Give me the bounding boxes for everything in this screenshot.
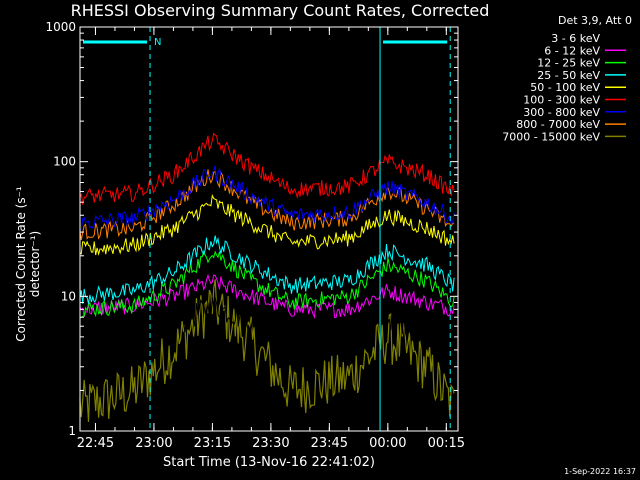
legend-item: 50 - 100 keV — [530, 81, 626, 94]
legend-label: 3 - 6 keV — [551, 32, 600, 45]
night-interval: N — [79, 27, 162, 431]
x-tick-label: 23:45 — [311, 436, 348, 451]
axis-layer: 1 10 100 1000 22:45 23:00 23:15 23:30 23:45 00:00… — [45, 20, 465, 451]
plot-frame — [79, 26, 459, 432]
legend-label: 12 - 25 keV — [537, 57, 600, 70]
legend-item: 300 - 800 keV — [523, 106, 626, 119]
legend-header: Det 3,9, Att 0 — [558, 14, 632, 27]
legend-label: 25 - 50 keV — [537, 69, 600, 82]
x-tick-label: 22:45 — [77, 436, 114, 451]
series-line-100to300keVkev — [79, 132, 455, 205]
x-tick-label: 23:30 — [252, 436, 289, 451]
legend-item: 6 - 12 keV — [544, 44, 626, 57]
legend-label: 50 - 100 keV — [530, 81, 600, 94]
legend-item: 7000 - 15000 keV — [502, 130, 626, 143]
series-line-12to25keVkev — [79, 249, 455, 319]
x-axis-label: Start Time (13-Nov-16 22:41:02) — [163, 455, 375, 470]
x-tick-label: 00:00 — [369, 436, 406, 451]
legend-item: 3 - 6 keV — [551, 32, 626, 45]
series-line-300to800keVkev — [79, 165, 455, 231]
legend-label: 6 - 12 keV — [544, 44, 600, 57]
timestamp: 1-Sep-2022 16:37 — [564, 467, 636, 476]
legend-item: 800 - 7000 keV — [516, 118, 626, 131]
y-tick-label: 1000 — [45, 20, 76, 34]
y-tick-label: 1 — [68, 424, 76, 438]
legend-label: 300 - 800 keV — [523, 106, 600, 119]
series-line-7000to15000keVkev — [79, 279, 455, 422]
series-line-50to100keVkev — [79, 193, 455, 256]
series-layer — [79, 132, 455, 422]
y-tick-label: 10 — [61, 289, 76, 303]
legend-label: 100 - 300 keV — [523, 94, 600, 107]
series-line-3to6keVkev — [79, 297, 455, 355]
x-tick-label: 23:00 — [135, 436, 172, 451]
y-tick-label: 100 — [53, 155, 76, 169]
legend-item: 25 - 50 keV — [537, 69, 626, 82]
legend-item: 12 - 25 keV — [537, 57, 626, 70]
legend-label: 7000 - 15000 keV — [502, 130, 600, 143]
series-line-6to12keVkev — [79, 273, 455, 319]
legend-label: 800 - 7000 keV — [516, 118, 600, 131]
series-line-800to7000keVkev — [79, 169, 455, 241]
legend-item: 100 - 300 keV — [523, 94, 626, 107]
x-tick-label: 23:15 — [194, 436, 231, 451]
series-line-25to50keVkev — [79, 235, 455, 304]
marks-layer: N — [79, 27, 451, 431]
chart-title: RHESSI Observing Summary Count Rates, Co… — [70, 1, 490, 20]
x-tick-label: 00:15 — [428, 436, 465, 451]
night-label: N — [154, 37, 161, 48]
night-interval — [379, 27, 451, 431]
